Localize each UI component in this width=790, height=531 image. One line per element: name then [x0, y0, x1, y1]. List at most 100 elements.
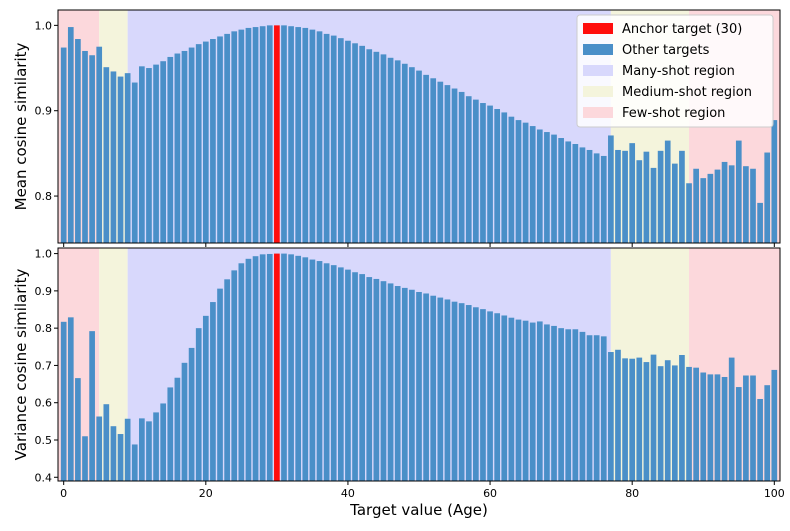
- y-tick-label: 0.6: [35, 397, 53, 410]
- bar: [735, 387, 742, 481]
- bar: [757, 202, 763, 243]
- y-tick-label: 0.5: [35, 434, 53, 447]
- bar: [743, 166, 749, 243]
- bar: [394, 60, 401, 243]
- bar: [586, 149, 593, 243]
- bar: [714, 374, 721, 481]
- bar: [323, 33, 330, 244]
- bar: [330, 35, 337, 243]
- bar: [600, 336, 607, 481]
- bar: [536, 129, 543, 243]
- bar: [366, 277, 373, 481]
- bar: [437, 297, 444, 481]
- bar: [195, 44, 202, 244]
- bar: [608, 352, 614, 481]
- bar: [380, 54, 387, 243]
- bar: [480, 103, 486, 244]
- bar: [664, 360, 671, 481]
- bar: [110, 71, 117, 243]
- bar: [117, 434, 124, 481]
- bar: [67, 317, 74, 481]
- y-tick-label: 0.8: [35, 322, 53, 335]
- y-axis-label: Variance cosine similarity: [12, 269, 30, 461]
- bar: [167, 387, 174, 481]
- bar: [430, 78, 437, 244]
- bar: [501, 112, 508, 244]
- bar: [146, 68, 152, 244]
- bar: [764, 152, 771, 243]
- anchor-bar: [274, 253, 280, 481]
- bar: [238, 29, 245, 244]
- bar: [160, 403, 167, 481]
- bar: [316, 31, 323, 244]
- bar: [103, 67, 110, 243]
- bar: [593, 153, 600, 243]
- bar: [558, 328, 564, 481]
- legend-swatch: [583, 86, 613, 97]
- bar: [657, 150, 664, 243]
- legend-label: Other targets: [622, 43, 710, 58]
- bar: [231, 31, 238, 244]
- bar: [366, 49, 373, 244]
- bar: [515, 120, 522, 243]
- y-axis-label: Mean cosine similarity: [12, 42, 30, 210]
- bar: [764, 385, 771, 481]
- bar: [295, 27, 302, 244]
- bar: [629, 143, 636, 243]
- bar: [615, 349, 621, 481]
- bar: [75, 39, 81, 244]
- bar: [565, 329, 572, 481]
- bar: [544, 132, 550, 243]
- bar: [409, 289, 415, 481]
- bar: [714, 169, 721, 243]
- bar: [579, 331, 586, 481]
- bar: [721, 161, 728, 243]
- bar: [131, 444, 138, 481]
- bar: [224, 33, 230, 244]
- bar: [75, 378, 81, 481]
- bar: [202, 315, 209, 481]
- bar: [146, 421, 152, 481]
- bar: [750, 375, 756, 481]
- bar: [266, 253, 273, 481]
- bar: [82, 50, 88, 243]
- bar: [131, 82, 138, 244]
- bar: [309, 29, 316, 244]
- legend-label: Anchor target (30): [622, 22, 742, 37]
- bar: [337, 267, 344, 481]
- bar: [473, 99, 479, 243]
- bar: [735, 140, 742, 243]
- bar: [139, 418, 145, 481]
- bar: [522, 320, 529, 481]
- bar: [181, 50, 188, 243]
- bar: [153, 64, 159, 243]
- bar: [266, 25, 273, 243]
- bar: [401, 287, 408, 481]
- bar: [536, 321, 543, 481]
- bar: [650, 354, 657, 481]
- bar: [444, 299, 451, 481]
- bar: [515, 319, 522, 481]
- bar: [671, 365, 678, 481]
- bar: [423, 74, 429, 243]
- bar: [295, 255, 302, 481]
- bar: [544, 324, 550, 481]
- bar: [345, 269, 351, 481]
- bar: [728, 165, 735, 243]
- bar: [487, 311, 493, 481]
- bar: [679, 354, 685, 481]
- bar: [252, 27, 259, 244]
- bar: [231, 270, 238, 481]
- x-axis-label: Target value (Age): [349, 501, 488, 519]
- bar: [401, 63, 408, 244]
- bar: [345, 40, 351, 243]
- bar: [643, 362, 650, 481]
- bar: [259, 26, 266, 243]
- bar: [572, 329, 579, 481]
- bar: [743, 375, 749, 481]
- bar: [636, 357, 643, 481]
- bar: [416, 291, 422, 481]
- bar: [622, 358, 628, 481]
- bar: [529, 322, 536, 481]
